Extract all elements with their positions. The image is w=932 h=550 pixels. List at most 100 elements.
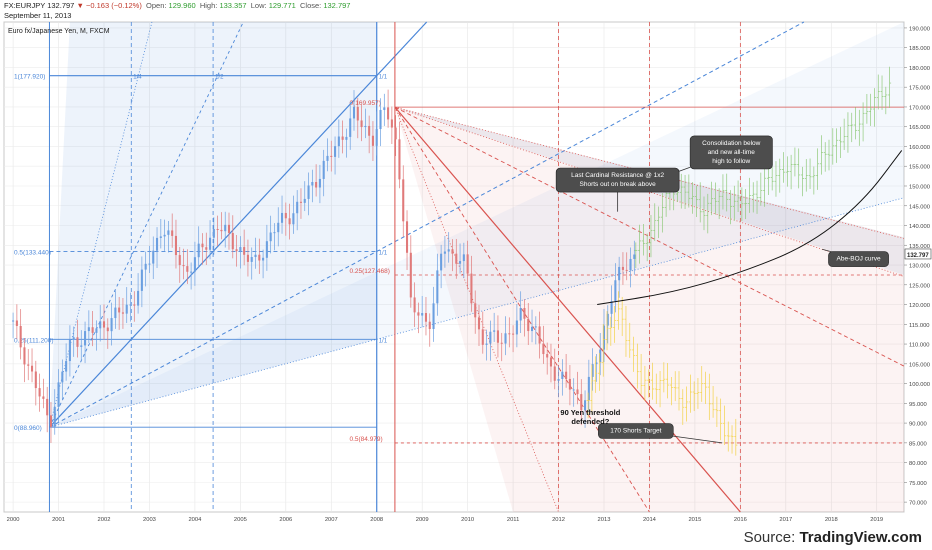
y-tick-label: 95.000 — [909, 402, 927, 408]
candle-body — [110, 318, 113, 332]
x-tick-label: 2015 — [688, 517, 701, 523]
blue-fan-ray — [49, 21, 805, 428]
candle-body — [360, 120, 363, 128]
candle-body — [455, 253, 458, 264]
candle-body — [599, 349, 602, 363]
candle-body — [19, 325, 22, 348]
candle-body — [201, 243, 204, 248]
current-price-box — [904, 248, 932, 260]
candle-body — [447, 249, 450, 252]
candle-body — [402, 179, 405, 222]
grid — [4, 22, 904, 512]
candle-body — [534, 326, 537, 328]
annotation-text: and new all-time — [708, 149, 756, 156]
candle-body — [523, 307, 526, 319]
y-tick-label: 160.000 — [909, 145, 930, 151]
red-fan-ray — [394, 106, 741, 513]
candle-body — [299, 201, 303, 203]
down-arrow-icon: ▼ — [76, 1, 84, 10]
candle-body — [390, 119, 393, 128]
red-fan-ray — [394, 106, 905, 277]
candle-body — [125, 304, 128, 314]
candle-body — [205, 247, 208, 250]
source-credit: Source: TradingView.com — [744, 529, 922, 546]
y-tick-label: 125.000 — [909, 283, 930, 289]
last-price: 132.797 — [47, 1, 75, 10]
annotation-text: Consolidation below — [702, 140, 760, 147]
x-tick-label: 2004 — [188, 517, 202, 523]
candle-body — [568, 378, 571, 390]
red-fan-ray — [394, 106, 650, 513]
candle-body — [102, 321, 106, 328]
candle-body — [368, 125, 371, 136]
candle-body — [65, 361, 68, 372]
candle-body — [459, 261, 462, 264]
symbol-label[interactable]: FX:EURJPY — [4, 1, 46, 10]
x-tick-label: 2009 — [416, 517, 429, 523]
candle-body — [265, 241, 268, 258]
abe-boj-curve — [597, 150, 903, 306]
candle-body — [311, 181, 314, 186]
candle-body — [470, 273, 473, 304]
blue-fan-ray — [49, 21, 244, 428]
candle-body — [413, 297, 416, 313]
y-tick-label: 70.000 — [909, 501, 927, 507]
candle-body — [186, 266, 189, 272]
blue-level-tag: 1/1 — [379, 75, 388, 81]
y-tick-label: 135.000 — [909, 244, 930, 250]
candle-body — [610, 301, 613, 314]
candle-body — [436, 270, 439, 304]
candle-body — [527, 318, 530, 332]
candle-body — [46, 398, 49, 416]
blue-level-tag: 1/1 — [379, 250, 388, 256]
candle-body — [277, 222, 280, 233]
y-tick-label: 150.000 — [909, 184, 930, 190]
candle-body — [121, 312, 124, 314]
candle-body — [606, 313, 609, 326]
candle-body — [114, 307, 117, 319]
price-change: −0.163 (−0.12%) — [85, 1, 142, 10]
x-tick-label: 2017 — [779, 517, 792, 523]
candle-body — [504, 333, 507, 344]
candle-body — [326, 155, 329, 161]
close-label: Close: — [299, 1, 322, 10]
candle-body — [371, 135, 374, 146]
candle-body — [106, 327, 109, 332]
candle-body — [500, 342, 503, 344]
candle-body — [538, 326, 541, 344]
y-tick-label: 100.000 — [909, 382, 930, 388]
candle-body — [349, 118, 352, 137]
blue-fan-fill-outer — [49, 22, 905, 428]
candle-body — [296, 201, 299, 214]
x-tick-label: 2008 — [370, 517, 383, 523]
candle-body — [379, 109, 382, 130]
candle-body — [216, 228, 219, 230]
candle-body — [417, 312, 420, 316]
annotation-box — [828, 251, 889, 267]
current-price-label: 132.797 — [907, 253, 929, 259]
y-tick-label: 180.000 — [909, 66, 930, 72]
chart-title: Euro fx/Japanese Yen, M, FXCM — [8, 28, 110, 35]
y-tick-label: 190.000 — [909, 26, 930, 32]
tradingview-logo[interactable]: TradingView.com — [799, 529, 922, 546]
candle-body — [250, 257, 253, 262]
candle-body — [512, 333, 515, 335]
x-tick-label: 2019 — [870, 517, 883, 523]
candle-body — [292, 213, 295, 225]
open-value: 129.960 — [168, 1, 196, 10]
candle-body — [227, 224, 231, 233]
candle-body — [273, 232, 276, 234]
candle-body — [140, 269, 143, 291]
candle-body — [618, 266, 621, 281]
candle-body — [174, 235, 178, 256]
candle-body — [212, 228, 215, 238]
candle-body — [209, 237, 212, 250]
grid-tag: 1/2 — [215, 75, 224, 81]
candle-body — [303, 198, 306, 203]
candle-body — [364, 125, 367, 128]
candle-body — [334, 146, 337, 157]
candle-body — [405, 221, 409, 253]
candle-body — [80, 345, 83, 347]
candle-body — [42, 396, 45, 399]
